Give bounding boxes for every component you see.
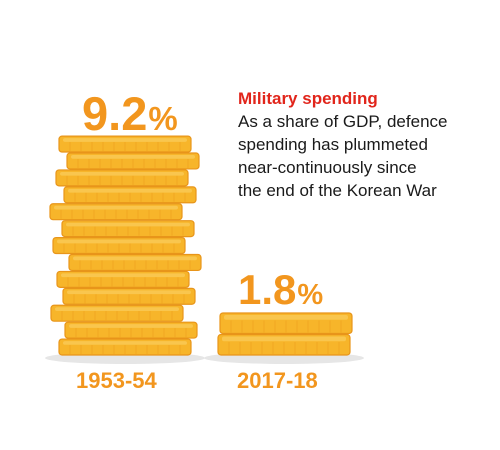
coin [58, 135, 192, 153]
coin [219, 312, 353, 335]
coin-stack-1953-54 [49, 135, 202, 356]
value-labels: 9.2% 1.8% [82, 87, 323, 313]
value-label-1953-54: 9.2% [82, 87, 178, 140]
coin-highlight [54, 205, 178, 210]
coin [217, 333, 351, 356]
annotation-line-4: the end of the Korean War [238, 181, 437, 200]
coin [61, 220, 195, 238]
category-labels: 1953-54 2017-18 [76, 368, 318, 393]
category-label-1953-54: 1953-54 [76, 368, 158, 393]
coin-highlight [66, 222, 190, 227]
coin-highlight [71, 155, 195, 159]
annotation-line-1: As a share of GDP, defence [238, 112, 447, 131]
coin [52, 237, 186, 255]
coin [58, 338, 192, 356]
coin [64, 321, 198, 339]
value-unit-1953-54: % [148, 100, 177, 137]
coin-highlight [67, 290, 191, 295]
coin-highlight [73, 256, 197, 261]
coin [68, 253, 202, 272]
coin-highlight [63, 138, 187, 142]
coin-highlight [57, 239, 181, 244]
coin-highlight [63, 341, 187, 345]
annotation-title: Military spending [238, 89, 378, 108]
annotation-line-3: near-continuously since [238, 158, 417, 177]
coin-highlight [222, 336, 346, 342]
coin [63, 186, 197, 204]
coin [62, 287, 196, 305]
value-label-2017-18: 1.8% [238, 266, 323, 313]
coin [49, 203, 183, 221]
coin [55, 169, 189, 187]
value-unit-2017-18: % [297, 279, 323, 311]
coin-highlight [55, 307, 179, 311]
category-label-2017-18: 2017-18 [237, 368, 318, 393]
coin-highlight [61, 273, 185, 278]
coin-highlight [60, 171, 184, 176]
coin-stacks [49, 135, 353, 356]
coin [50, 304, 184, 322]
value-number-2017-18: 1.8 [238, 266, 296, 313]
annotation-line-2: spending has plummeted [238, 135, 428, 154]
annotation: Military spending As a share of GDP, def… [238, 89, 447, 200]
coin-highlight [69, 324, 193, 328]
value-number-1953-54: 9.2 [82, 87, 147, 140]
coin-highlight [224, 314, 348, 320]
coin [56, 270, 190, 288]
coin [66, 152, 200, 170]
coin-stack-2017-18 [217, 312, 353, 356]
coin-highlight [68, 188, 192, 193]
